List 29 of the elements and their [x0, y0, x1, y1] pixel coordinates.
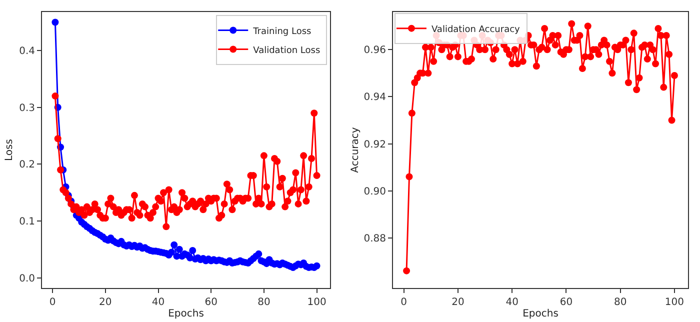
- y-tick-label: 0.0: [19, 273, 35, 284]
- x-tick-label: 0: [400, 297, 408, 308]
- y-tick-label: 0.92: [364, 139, 386, 150]
- y-axis-title: Accuracy: [350, 127, 361, 173]
- y-tick-label: 0.4: [19, 46, 35, 58]
- x-tick-label: 100: [307, 297, 326, 308]
- x-axis-title: Epochs: [522, 308, 558, 320]
- y-tick-label: 0.94: [364, 92, 386, 104]
- y-tick-label: 0.1: [19, 216, 35, 228]
- x-tick-label: 80: [258, 297, 270, 308]
- y-tick-label: 0.90: [364, 186, 386, 198]
- y-tick-label: 0.96: [364, 45, 386, 56]
- x-tick-label: 20: [99, 297, 112, 308]
- x-axis-title: Epochs: [168, 308, 204, 320]
- x-tick-label: 40: [506, 297, 518, 308]
- x-tick-label: 40: [152, 297, 165, 308]
- y-tick-label: 0.3: [19, 102, 35, 114]
- x-tick-label: 20: [452, 297, 464, 308]
- y-tick-label: 0.2: [19, 160, 35, 171]
- legend-label: Validation Accuracy: [431, 24, 521, 35]
- y-tick-label: 0.88: [364, 233, 386, 244]
- x-tick-label: 60: [560, 297, 573, 308]
- legend-label: Training Loss: [252, 26, 312, 37]
- x-tick-label: 0: [49, 297, 56, 308]
- y-axis-title: Loss: [4, 139, 16, 161]
- x-tick-label: 80: [614, 297, 627, 308]
- x-tick-label: 100: [664, 297, 684, 308]
- x-tick-label: 60: [204, 297, 218, 308]
- legend-label: Validation Loss: [253, 46, 320, 56]
